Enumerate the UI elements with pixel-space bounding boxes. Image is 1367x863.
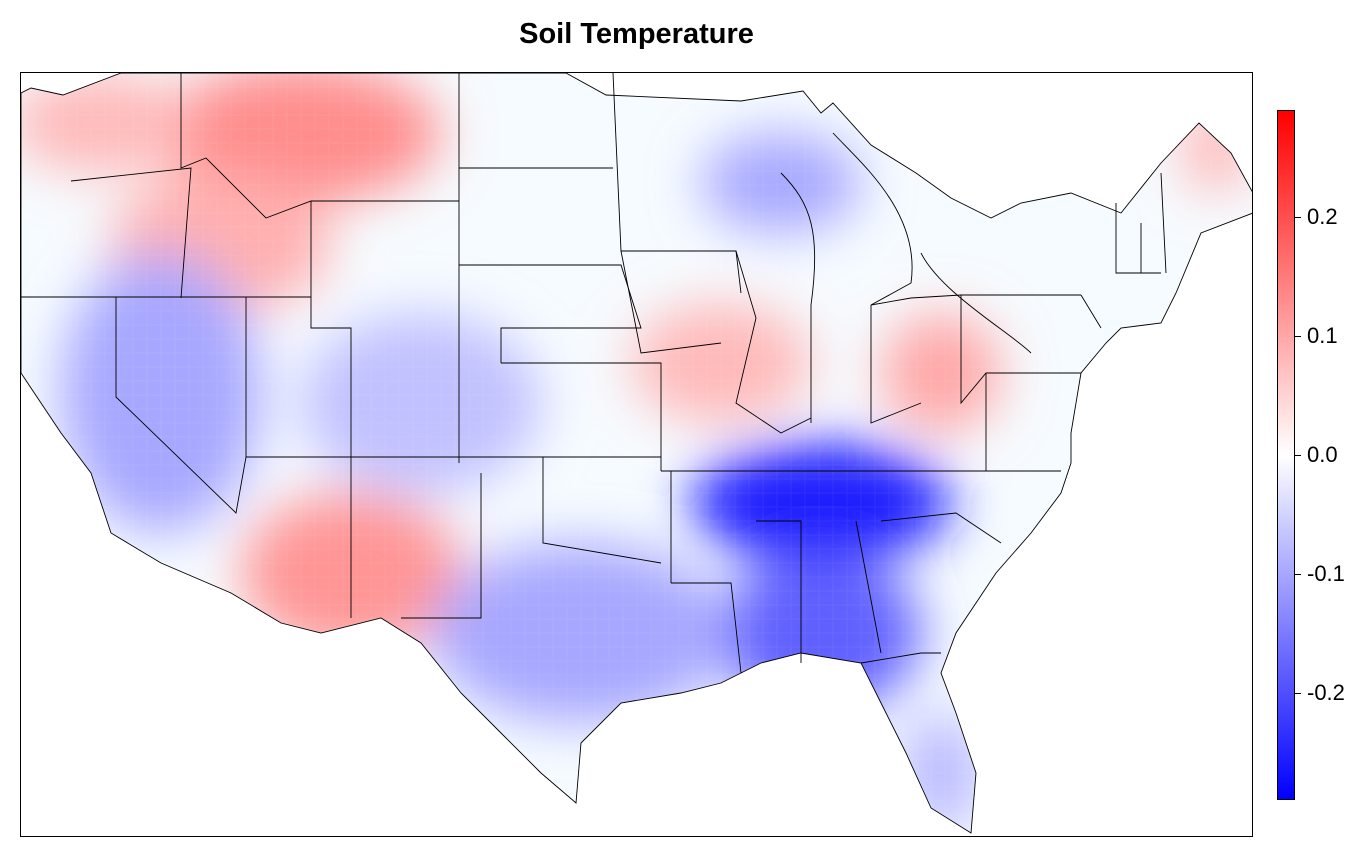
us-outline — [21, 73, 1252, 834]
color-scale-tick-mark — [1295, 693, 1301, 694]
color-scale-tick-mark — [1295, 217, 1301, 218]
color-scale-tick-label: 0.0 — [1307, 442, 1338, 467]
color-scale-tick-label: -0.1 — [1307, 561, 1345, 586]
color-scale-tick-label: 0.2 — [1307, 204, 1338, 229]
color-scale-tick-mark — [1295, 455, 1301, 456]
color-scale-tick-mark — [1295, 574, 1301, 575]
color-scale-tick-label: -0.2 — [1307, 680, 1345, 705]
us-map — [21, 73, 1252, 834]
color-scale-tick-label: 0.1 — [1307, 323, 1338, 348]
map-title: Soil Temperature — [519, 18, 754, 50]
map-panel — [20, 72, 1253, 837]
state-borders — [21, 73, 1252, 834]
color-scale-bar — [1277, 110, 1295, 800]
color-scale-tick-mark — [1295, 336, 1301, 337]
